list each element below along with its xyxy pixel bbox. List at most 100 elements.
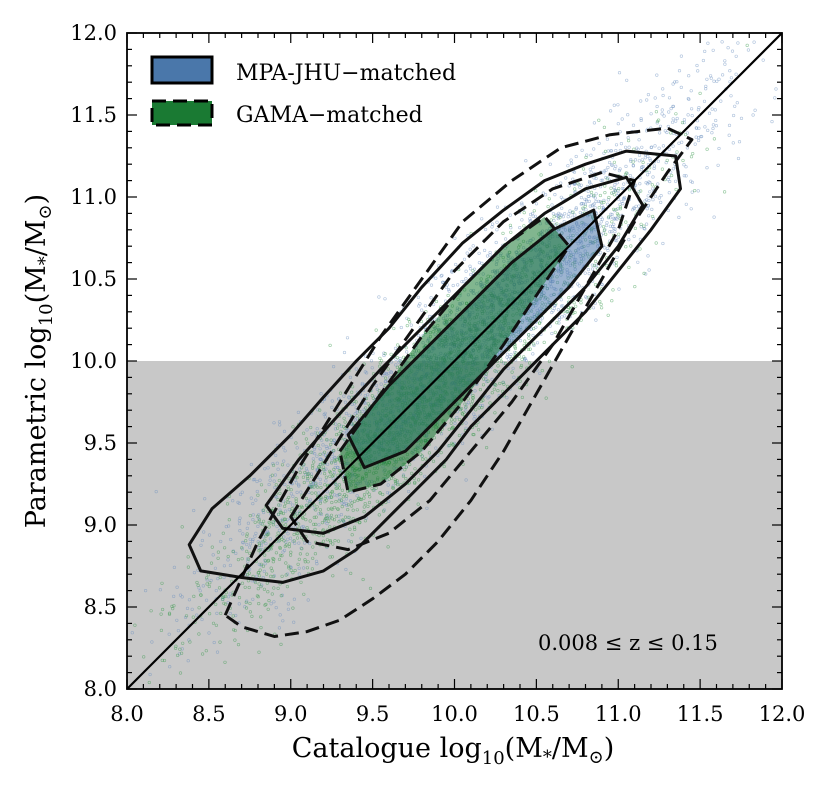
scatter-point <box>241 532 245 536</box>
scatter-point <box>609 186 613 190</box>
scatter-point <box>338 497 342 501</box>
scatter-point <box>278 508 282 512</box>
scatter-point <box>410 471 414 476</box>
scatter-point <box>335 458 339 462</box>
scatter-point <box>689 155 694 159</box>
scatter-point <box>330 500 334 505</box>
scatter-point <box>251 513 255 517</box>
scatter-point <box>533 214 538 218</box>
scatter-point <box>580 148 584 152</box>
scatter-point <box>456 283 460 287</box>
scatter-point <box>289 568 293 572</box>
scatter-point <box>323 500 327 504</box>
scatter-point <box>513 346 518 351</box>
scatter-point <box>567 296 571 300</box>
scatter-point <box>361 577 365 582</box>
scatter-point <box>223 602 228 606</box>
scatter-point <box>649 145 653 150</box>
scatter-point <box>620 117 624 121</box>
scatter-point <box>541 191 545 195</box>
scatter-point <box>342 350 347 355</box>
scatter-point <box>270 473 274 477</box>
scatter-point <box>271 462 275 466</box>
scatter-point <box>447 288 451 292</box>
scatter-point <box>720 40 724 44</box>
scatter-point <box>378 364 382 368</box>
scatter-point <box>677 215 681 219</box>
scatter-point <box>307 472 311 476</box>
scatter-point <box>482 377 486 381</box>
scatter-point <box>613 238 618 242</box>
scatter-point <box>267 520 271 525</box>
scatter-point <box>573 310 577 315</box>
scatter-point <box>216 556 220 560</box>
scatter-point <box>474 408 478 412</box>
scatter-point <box>225 502 230 506</box>
x-axis-label-main: Catalogue log <box>292 733 482 764</box>
scatter-point <box>493 411 497 415</box>
scatter-point <box>593 283 598 287</box>
scatter-point <box>245 542 249 547</box>
scatter-point <box>367 500 372 505</box>
scatter-point <box>528 219 532 224</box>
scatter-point <box>611 288 615 292</box>
scatter-point <box>271 463 276 467</box>
scatter-point <box>266 466 270 470</box>
scatter-point <box>565 310 569 314</box>
scatter-point <box>161 607 165 612</box>
scatter-point <box>273 473 278 477</box>
scatter-point <box>277 557 282 561</box>
scatter-point <box>667 175 671 179</box>
scatter-point <box>266 559 270 563</box>
scatter-point <box>637 159 641 163</box>
scatter-point <box>648 158 652 162</box>
scatter-point <box>339 512 344 517</box>
scatter-point <box>624 245 628 249</box>
scatter-point <box>310 475 314 479</box>
scatter-point <box>561 304 565 308</box>
scatter-point <box>375 499 379 503</box>
scatter-point <box>554 213 558 217</box>
scatter-point <box>305 525 309 530</box>
scatter-point <box>358 410 362 414</box>
scatter-point <box>268 478 272 482</box>
scatter-point <box>393 346 398 351</box>
scatter-point <box>329 442 333 447</box>
scatter-point <box>421 457 425 461</box>
scatter-point <box>276 498 280 502</box>
scatter-point <box>674 112 678 116</box>
scatter-point <box>773 96 777 100</box>
scatter-point <box>615 255 619 260</box>
scatter-point <box>703 49 707 54</box>
scatter-point <box>255 479 259 484</box>
scatter-point <box>249 496 253 500</box>
scatter-point <box>321 539 326 543</box>
scatter-point <box>579 202 583 206</box>
scatter-point <box>318 452 322 457</box>
scatter-point <box>199 593 203 597</box>
scatter-point <box>295 536 300 540</box>
scatter-point <box>695 126 699 130</box>
scatter-point <box>346 503 351 507</box>
scatter-point <box>590 267 595 271</box>
scatter-point <box>294 497 298 501</box>
scatter-point <box>495 205 500 209</box>
scatter-point <box>262 519 266 523</box>
scatter-point <box>709 76 713 80</box>
scatter-point <box>649 112 653 116</box>
scatter-point <box>392 326 396 331</box>
scatter-point <box>148 672 152 677</box>
scatter-point <box>661 87 665 91</box>
scatter-point <box>278 613 282 617</box>
scatter-point <box>574 304 578 308</box>
scatter-point <box>618 205 623 209</box>
scatter-point <box>404 346 408 350</box>
scatter-point <box>221 597 225 602</box>
scatter-point <box>180 595 184 599</box>
scatter-point <box>734 72 738 76</box>
scatter-point <box>306 441 310 445</box>
scatter-point <box>201 584 205 588</box>
scatter-point <box>468 247 472 251</box>
scatter-point <box>481 398 485 403</box>
scatter-point <box>599 306 604 310</box>
